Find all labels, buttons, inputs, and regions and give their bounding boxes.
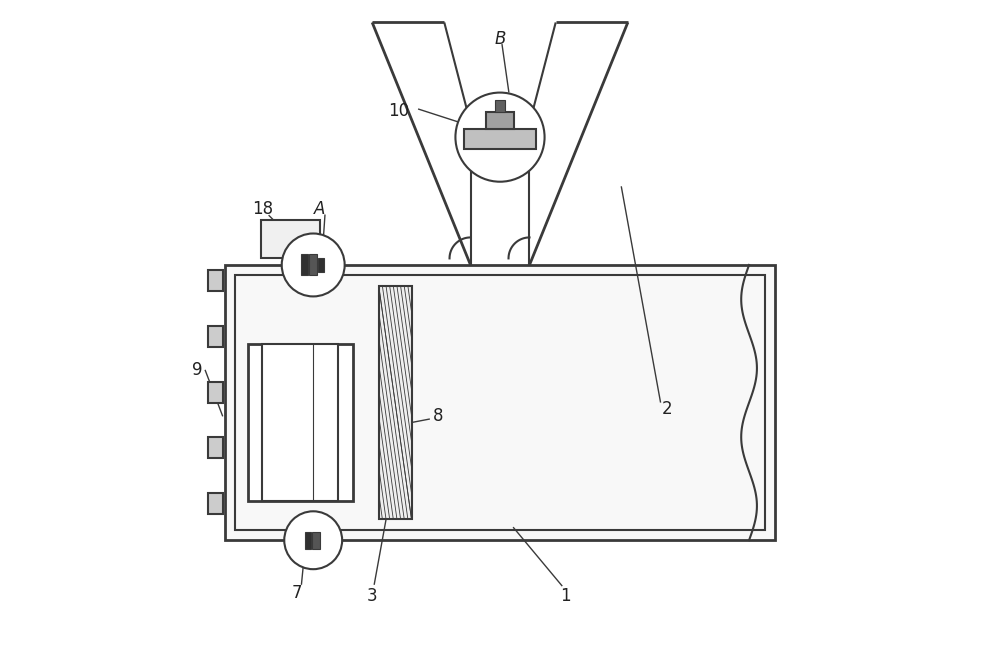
Text: 18: 18 xyxy=(252,200,273,218)
Text: A: A xyxy=(314,200,325,218)
Bar xyxy=(301,254,308,276)
Text: 1: 1 xyxy=(560,587,571,605)
Bar xyxy=(208,381,223,403)
Circle shape xyxy=(282,233,345,296)
Bar xyxy=(318,258,324,272)
Bar xyxy=(309,254,317,276)
Circle shape xyxy=(455,93,545,182)
Text: 10: 10 xyxy=(388,102,409,120)
Bar xyxy=(208,493,223,514)
Bar xyxy=(225,265,775,540)
Bar xyxy=(235,276,765,529)
Bar xyxy=(495,100,505,112)
Bar xyxy=(379,286,412,520)
Circle shape xyxy=(284,512,342,569)
Bar xyxy=(208,438,223,458)
Bar xyxy=(486,112,514,129)
Bar xyxy=(261,220,320,258)
Text: 2: 2 xyxy=(662,400,672,418)
Text: 9: 9 xyxy=(192,361,202,379)
Bar xyxy=(208,270,223,292)
Bar xyxy=(208,326,223,347)
Text: 8: 8 xyxy=(432,407,443,425)
Bar xyxy=(305,531,311,549)
Bar xyxy=(248,344,353,501)
Text: 7: 7 xyxy=(292,584,302,602)
Bar xyxy=(312,531,320,549)
Text: 3: 3 xyxy=(367,587,378,605)
Bar xyxy=(464,130,536,149)
Bar xyxy=(262,344,338,501)
Text: B: B xyxy=(494,30,506,48)
